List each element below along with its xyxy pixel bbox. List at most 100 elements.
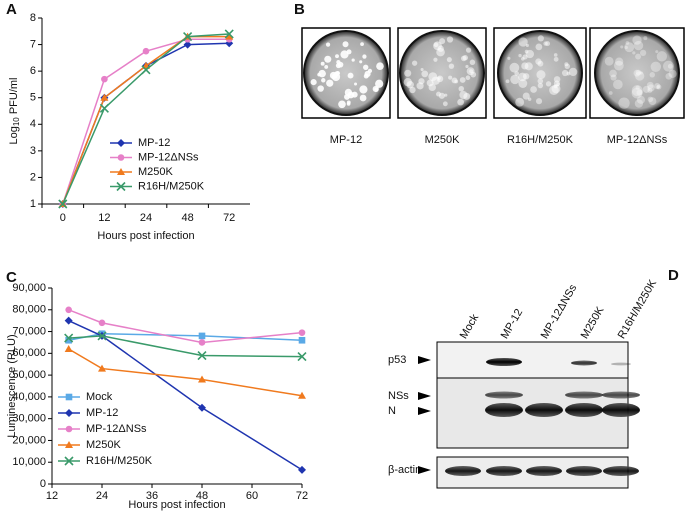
marker — [198, 339, 206, 346]
plaque — [439, 38, 446, 45]
plaque — [351, 58, 355, 62]
series-line — [68, 309, 303, 344]
marker — [65, 409, 73, 417]
band — [565, 403, 603, 417]
marker — [116, 181, 126, 192]
y-tick-label: 10,000 — [12, 456, 46, 468]
y-tick-label: 2 — [30, 171, 36, 183]
series-line — [62, 35, 230, 205]
plaque — [457, 98, 464, 106]
band — [602, 391, 640, 399]
plaque — [604, 56, 614, 66]
plaque — [556, 82, 560, 87]
plaque — [553, 84, 558, 89]
plaque — [437, 76, 441, 80]
plaque — [643, 36, 648, 41]
plaque — [320, 61, 325, 66]
plaque — [325, 42, 331, 47]
plaque — [650, 61, 662, 72]
marker — [97, 331, 107, 341]
plaque — [335, 62, 342, 69]
marker — [98, 319, 106, 327]
plaque — [521, 62, 529, 70]
marker — [297, 352, 307, 362]
plaque — [342, 41, 349, 48]
plaque — [656, 85, 660, 89]
plaque — [553, 53, 558, 57]
lane-label: R16H/M250K — [616, 277, 660, 341]
plaque — [625, 41, 630, 45]
plaque — [510, 74, 520, 85]
marker — [117, 168, 125, 175]
legend-label: MP-12 — [86, 407, 118, 419]
marker — [298, 391, 306, 399]
marker — [99, 103, 109, 113]
y-axis-label-part: PFU/ml — [8, 78, 20, 118]
plaque — [635, 69, 642, 76]
plaque — [561, 69, 569, 77]
marker — [101, 75, 108, 83]
band — [485, 391, 523, 399]
plaque — [647, 84, 655, 92]
plaque — [633, 40, 644, 51]
plaque — [522, 92, 530, 100]
marker — [117, 154, 125, 161]
marker — [183, 32, 193, 42]
marker — [298, 329, 306, 336]
plaque — [518, 72, 527, 82]
plaque — [635, 85, 640, 90]
plaque — [514, 71, 520, 76]
plaque — [465, 47, 472, 53]
plaque — [609, 69, 617, 78]
plaque — [633, 69, 641, 77]
row-label: N — [388, 405, 396, 417]
band — [526, 466, 562, 476]
band — [486, 358, 522, 366]
band — [603, 466, 639, 476]
plaque — [469, 69, 474, 74]
x-axis-label: Hours post infection — [128, 499, 225, 511]
plaque — [639, 49, 647, 57]
plaque — [359, 85, 368, 94]
legend-label: R16H/M250K — [138, 180, 205, 192]
y-tick-label: 60,000 — [12, 347, 46, 359]
plaque — [346, 102, 351, 106]
legend-label: M250K — [86, 439, 122, 451]
plaque — [613, 79, 623, 90]
marker — [64, 456, 74, 466]
series-line — [68, 348, 303, 397]
marker — [58, 199, 68, 209]
dish-label: R16H/M250K — [507, 134, 574, 146]
band — [445, 466, 481, 476]
plaque — [444, 93, 448, 97]
plaque — [649, 72, 656, 78]
plaque — [537, 60, 544, 67]
y-tick-label: 6 — [30, 65, 36, 77]
y-axis-label: Log10 PFU/ml — [8, 78, 21, 145]
y-tick-label: 3 — [30, 145, 36, 157]
dish-label: MP-12 — [330, 134, 362, 146]
plaque — [363, 64, 369, 70]
plaque — [340, 50, 349, 59]
lane-label: M250K — [579, 304, 607, 341]
plaque — [639, 71, 643, 75]
band — [486, 466, 522, 476]
plaque — [359, 60, 363, 64]
x-tick-label: 36 — [146, 490, 158, 502]
plaque — [324, 55, 332, 63]
plaque — [610, 74, 617, 81]
series-line — [68, 319, 303, 471]
plaque — [635, 53, 642, 60]
plaque — [634, 99, 644, 108]
plaque — [347, 72, 354, 79]
plaque — [568, 67, 578, 77]
plaque — [459, 90, 468, 100]
plaque — [665, 73, 673, 80]
x-tick-label: 72 — [296, 490, 308, 502]
x-axis-label: Hours post infection — [97, 230, 194, 242]
plaque — [462, 55, 468, 61]
plaque — [421, 70, 429, 78]
band — [611, 362, 631, 366]
y-tick-label: 30,000 — [12, 413, 46, 425]
